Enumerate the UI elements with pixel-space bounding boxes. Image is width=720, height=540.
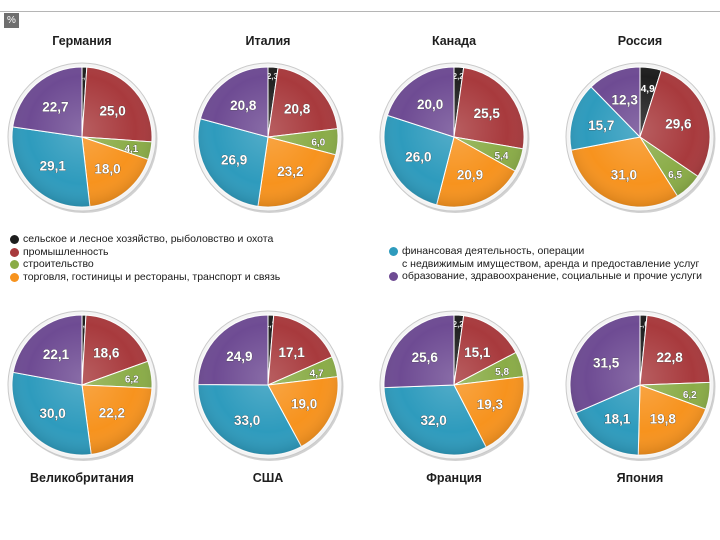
top-rule: [0, 11, 720, 12]
legend-item-finance: финансовая деятельность, операции: [389, 245, 702, 258]
legend-dot-industry: [10, 247, 19, 257]
legend-label-industry: промышленность: [23, 245, 109, 258]
pie-gloss: [384, 67, 524, 207]
chart-title-italy: Италия: [245, 34, 291, 48]
legend-label-finance-continuation: с недвижимым имуществом, аренда и предос…: [402, 257, 700, 270]
legend-label-finance: финансовая деятельность, операции: [402, 245, 585, 257]
pie-gloss: [12, 315, 152, 455]
pie-chart-italy: 2,320,86,023,226,920,8: [193, 62, 344, 213]
pie-gloss: [570, 315, 710, 455]
unit-badge: %: [4, 13, 19, 28]
legend-left: сельское и лесное хозяйство, рыболовство…: [10, 233, 280, 283]
chart-title-japan: Япония: [616, 471, 664, 485]
pie-gloss: [12, 67, 152, 207]
chart-title-germany: Германия: [52, 34, 112, 48]
pie-gloss: [384, 315, 524, 455]
pie-chart-usa: 1,317,14,719,033,024,9: [193, 310, 344, 461]
legend-dot-construction: [10, 260, 19, 269]
legend-dot-trade: [10, 272, 19, 282]
pie-chart-canada: 2,225,55,420,926,020,0: [379, 62, 530, 213]
pie-chart-japan: 1,622,86,219,818,131,5: [565, 310, 716, 461]
legend-item-education: образование, здравоохранение, социальные…: [389, 270, 702, 283]
legend-label-agriculture: сельское и лесное хозяйство, рыболовство…: [23, 233, 274, 245]
pie-chart-uk: 0,918,66,222,230,022,1: [7, 310, 158, 461]
legend-item-industry: промышленность: [10, 246, 280, 259]
legend-dot-agriculture: [10, 235, 19, 244]
legend-label-education: образование, здравоохранение, социальные…: [402, 270, 702, 282]
chart-title-usa: США: [252, 471, 284, 485]
legend-dot-education: [389, 272, 398, 281]
pie-chart-germany: 1,125,04,118,029,122,7: [7, 62, 158, 213]
chart-title-canada: Канада: [431, 34, 477, 48]
legend-right: финансовая деятельность, операции с недв…: [389, 245, 702, 283]
pie-chart-russia: 4,929,66,531,015,712,3: [565, 62, 716, 213]
legend-dot-finance: [389, 247, 398, 256]
pie-gloss: [198, 315, 338, 455]
chart-title-uk: Великобритания: [30, 471, 134, 485]
legend-item-construction: строительство: [10, 258, 280, 271]
pie-gloss: [570, 67, 710, 207]
pie-chart-france: 2,215,15,819,332,025,6: [379, 310, 530, 461]
chart-title-france: Франция: [426, 471, 482, 485]
pie-gloss: [198, 67, 338, 207]
chart-title-russia: Россия: [617, 34, 663, 48]
legend-item-agriculture: сельское и лесное хозяйство, рыболовство…: [10, 233, 280, 246]
legend-label-construction: строительство: [23, 258, 94, 270]
legend-label-trade: торговля, гостиницы и рестораны, транспо…: [23, 270, 281, 283]
legend-item-trade: торговля, гостиницы и рестораны, транспо…: [10, 271, 280, 284]
